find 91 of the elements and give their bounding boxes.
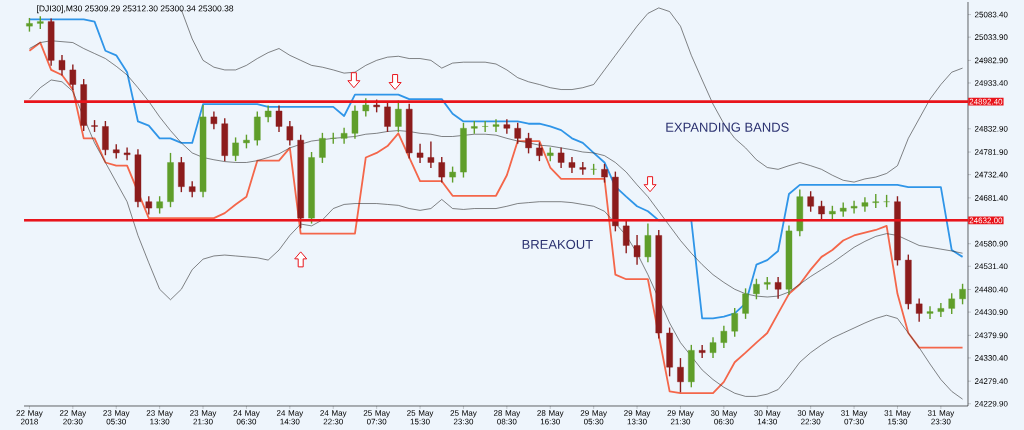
x-tick-label: 29 May 21:30 xyxy=(667,410,694,425)
x-tick-label: 30 May 22:30 xyxy=(797,410,824,425)
candlestick xyxy=(753,278,760,300)
candlestick xyxy=(384,100,391,133)
candlestick xyxy=(926,305,934,320)
x-tick-label: 30 May 06:30 xyxy=(710,410,738,425)
candlestick xyxy=(622,219,630,254)
x-tick-label: 28 May 16:30 xyxy=(537,410,564,425)
y-tick-label: 24379.90 xyxy=(974,332,1008,339)
candlestick xyxy=(644,222,652,264)
x-tick-label: 23 May 05:30 xyxy=(103,410,130,425)
candlestick xyxy=(275,104,283,133)
candlestick xyxy=(58,54,66,77)
candlestick xyxy=(69,63,77,91)
candlestick xyxy=(427,140,435,169)
candlestick xyxy=(731,307,738,338)
candlestick xyxy=(319,132,326,164)
x-tick-label: 31 May 15:30 xyxy=(884,410,911,425)
candlestick xyxy=(818,200,825,221)
ref-line-label: 24892.40 xyxy=(969,98,1003,105)
candlestick xyxy=(525,132,532,155)
candlestick xyxy=(123,146,131,161)
candlestick xyxy=(807,190,814,213)
y-tick-label: 25083.40 xyxy=(974,11,1008,18)
x-tick-label: 29 May 13:30 xyxy=(624,410,651,425)
x-tick-label: 22 May 20:30 xyxy=(59,410,87,425)
candlestick xyxy=(861,196,869,213)
candlestick xyxy=(720,325,728,349)
y-tick-label: 24832.90 xyxy=(974,125,1008,132)
x-tick-label: 24 May 14:30 xyxy=(276,410,304,425)
annotation: EXPANDING BANDS xyxy=(666,122,789,132)
candlestick xyxy=(188,180,196,198)
y-tick-label: 24229.90 xyxy=(974,400,1008,407)
x-tick-label: 28 May 08:30 xyxy=(493,410,521,425)
candlestick xyxy=(286,120,294,147)
candlestick xyxy=(362,97,370,118)
annotation: BREAKOUT xyxy=(522,239,593,249)
candlestick xyxy=(102,120,109,156)
y-tick-label: 25033.90 xyxy=(974,34,1008,40)
candlestick xyxy=(514,122,521,145)
candlestick xyxy=(481,120,489,133)
y-tick-label: 24330.40 xyxy=(974,355,1008,361)
candlestick xyxy=(536,141,543,162)
candlestick xyxy=(709,336,717,359)
candlestick xyxy=(948,292,955,315)
y-tick-label: 24580.90 xyxy=(974,240,1008,247)
candlestick xyxy=(568,156,576,174)
x-tick-label: 23 May 13:30 xyxy=(146,410,173,425)
candlestick xyxy=(742,287,749,320)
candlestick xyxy=(633,234,641,266)
candlestick xyxy=(340,127,348,145)
candlestick xyxy=(601,163,608,184)
candlestick xyxy=(492,118,500,133)
candlestick xyxy=(557,146,565,169)
candlestick xyxy=(145,195,153,216)
candlestick xyxy=(937,302,945,318)
candlestick xyxy=(959,283,966,305)
chart-title: [DJI30],M30 25309.29 25312.30 25300.34 25300.38 xyxy=(37,5,234,14)
x-tick-label: 24 May 06:30 xyxy=(233,410,260,425)
y-tick-label: 24279.40 xyxy=(974,378,1008,385)
candlestick xyxy=(850,200,858,215)
candlestick xyxy=(579,161,587,176)
y-tick-label: 24781.90 xyxy=(974,149,1008,155)
x-tick-label: 25 May 15:30 xyxy=(407,410,434,425)
y-tick-label: 24430.90 xyxy=(974,309,1008,315)
candlestick xyxy=(774,276,782,300)
ref-line-label: 24632.00 xyxy=(969,217,1003,224)
y-tick-label: 24933.40 xyxy=(974,80,1008,86)
candlestick xyxy=(677,357,684,394)
candlestick xyxy=(232,136,239,162)
x-tick-label: 31 May 23:30 xyxy=(927,410,955,425)
x-tick-label: 24 May 22:30 xyxy=(320,410,347,425)
y-tick-label: 24681.40 xyxy=(974,195,1008,201)
candlestick xyxy=(438,156,445,184)
candlestick xyxy=(915,297,923,323)
y-tick-label: 24732.40 xyxy=(974,171,1008,178)
candlestick xyxy=(351,104,359,140)
y-tick-label: 24531.40 xyxy=(974,263,1008,270)
x-tick-label: 25 May 23:30 xyxy=(450,410,477,425)
x-tick-label: 30 May 14:30 xyxy=(754,410,781,425)
x-tick-label: 31 May 07:30 xyxy=(841,410,868,425)
x-tick-label: 23 May 21:30 xyxy=(190,410,217,425)
candlestick xyxy=(503,118,511,135)
y-tick-label: 24982.90 xyxy=(974,57,1008,64)
candlestick xyxy=(698,344,706,359)
candlestick xyxy=(416,143,424,164)
x-tick-label: 29 May 05:30 xyxy=(580,410,607,425)
x-tick-label: 22 May 2018 xyxy=(16,410,43,425)
x-tick-label: 25 May 07:30 xyxy=(363,410,390,425)
y-tick-label: 24480.40 xyxy=(974,286,1008,293)
candlestick xyxy=(254,110,261,147)
